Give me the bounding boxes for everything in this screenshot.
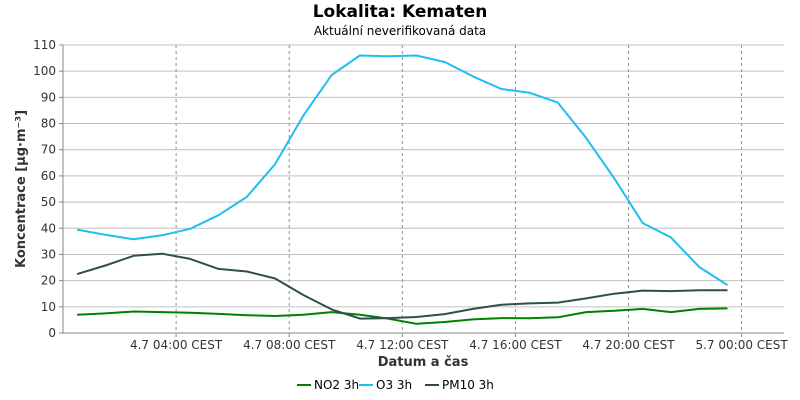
y-tick-label: 0 (48, 326, 56, 340)
y-axis-label: Koncentrace [µg·m⁻³] (14, 110, 29, 268)
y-tick-label: 100 (33, 64, 56, 78)
legend-label-pm10-3h: PM10 3h (442, 378, 494, 392)
series-line-o3-3h (76, 54, 729, 286)
grid (63, 44, 784, 333)
y-ticks: 0 10 20 30 40 50 60 70 80 90 100 110 (33, 38, 63, 340)
legend-label-o3-3h: O3 3h (376, 378, 412, 392)
series-lines (76, 54, 729, 325)
y-tick-label: 110 (33, 38, 56, 52)
plot-area (63, 45, 784, 333)
x-tick-label: 5.7 00:00 CEST (695, 338, 788, 352)
series-line-pm10-3h (76, 252, 728, 320)
y-tick-label: 80 (41, 117, 56, 131)
x-tick-label: 4.7 12:00 CEST (356, 338, 449, 352)
x-ticks: 4.7 04:00 CEST 4.7 08:00 CEST 4.7 12:00 CE… (130, 333, 788, 352)
chart-subtitle: Aktuální neverifikovaná data (314, 24, 486, 38)
x-tick-label: 4.7 16:00 CEST (469, 338, 562, 352)
x-tick-label: 4.7 04:00 CEST (130, 338, 223, 352)
x-axis-label: Datum a čas (378, 355, 469, 370)
y-tick-label: 30 (41, 247, 56, 261)
series-line-no2-3h (77, 307, 728, 325)
y-tick-label: 20 (41, 274, 56, 288)
y-tick-label: 10 (41, 300, 56, 314)
x-tick-label: 4.7 08:00 CEST (243, 338, 336, 352)
chart-title: Lokalita: Kematen (313, 2, 488, 22)
legend-label-no2-3h: NO2 3h (314, 378, 359, 392)
y-tick-label: 50 (41, 195, 56, 209)
legend: NO2 3h O3 3h PM10 3h (297, 378, 494, 392)
y-tick-label: 90 (41, 90, 56, 104)
x-tick-label: 4.7 20:00 CEST (582, 338, 675, 352)
y-tick-label: 60 (41, 169, 56, 183)
axes (62, 45, 784, 334)
y-tick-label: 40 (41, 221, 56, 235)
y-tick-label: 70 (41, 143, 56, 157)
